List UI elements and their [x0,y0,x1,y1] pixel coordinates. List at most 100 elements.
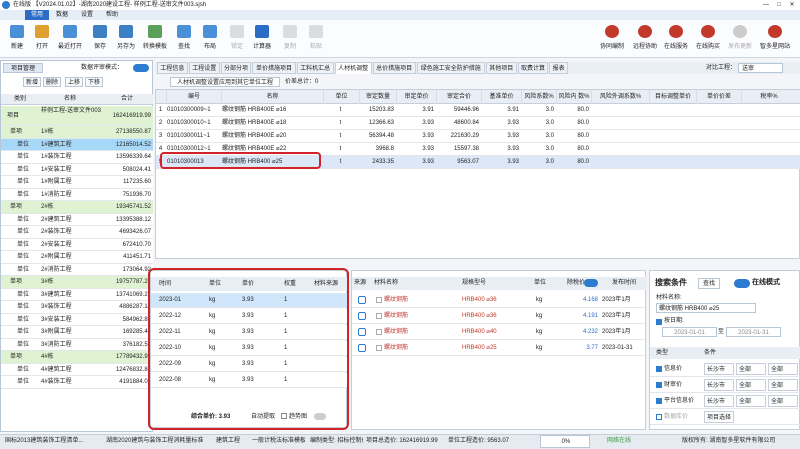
row-checkbox[interactable] [376,345,382,351]
tree-row[interactable] [1,326,153,339]
tree-row[interactable] [1,313,153,326]
table-row[interactable] [352,324,647,340]
tree-row[interactable] [1,226,153,239]
tree-row[interactable] [1,238,153,251]
tab[interactable]: 报表 [549,62,568,74]
condition-select[interactable]: 长沙市 [704,379,734,391]
row-checkbox[interactable] [376,313,382,319]
toolbar-icon[interactable] [93,25,107,38]
tree-row[interactable] [1,363,153,376]
date-checkbox[interactable] [656,319,662,325]
tree-row[interactable] [1,126,153,139]
tree-row[interactable] [1,288,153,301]
table-row[interactable] [156,130,800,143]
tree-row[interactable] [1,213,153,226]
table-row[interactable] [352,340,647,356]
row-checkbox[interactable] [656,414,662,420]
tree-row[interactable] [1,201,153,214]
row-checkbox[interactable] [376,329,382,335]
toolbar-icon[interactable] [768,25,782,38]
tab[interactable]: 绿色施工安全防护措施 [416,62,485,74]
tree-row[interactable] [1,376,153,389]
toolbar-icon[interactable] [701,25,715,38]
menu-tab[interactable]: 设置 [80,12,93,18]
toolbar-button[interactable]: 智多星网站 [759,44,790,50]
toolbar-button[interactable]: 保存 [93,44,106,50]
toolbar-icon[interactable] [309,25,323,38]
find-button[interactable]: 查找 [698,278,720,289]
panel-button[interactable]: 下移 [85,77,103,87]
condition-select[interactable]: 全部 [736,379,766,391]
tree-row[interactable] [1,176,153,189]
condition-select[interactable]: 全部 [768,379,798,391]
condition-select[interactable]: 长沙市 [704,395,734,407]
condition-select[interactable]: 全部 [768,395,798,407]
table-row[interactable] [151,293,347,308]
mode-toggle[interactable] [133,64,149,72]
tab[interactable]: 总价措施项目 [372,62,416,74]
table-row[interactable] [151,373,347,388]
online-toggle[interactable] [734,279,750,288]
row-checkbox[interactable] [656,398,662,404]
tab[interactable]: 单价措施项目 [252,62,296,74]
menu-tab[interactable]: 常用 [25,10,49,20]
tree-row[interactable] [1,338,153,351]
menu-tab[interactable]: 帮助 [105,12,118,18]
date-from[interactable]: 2023-01-01 [662,327,717,337]
tree-row[interactable] [1,263,153,276]
toolbar-button[interactable]: 查找 [177,44,190,50]
toolbar-button[interactable]: 远程协助 [632,44,657,50]
toolbar-icon[interactable] [203,25,217,38]
table-row[interactable] [156,104,800,117]
toolbar-button[interactable]: 锁定 [230,44,243,50]
tab[interactable]: 分部分项 [220,62,252,74]
auto-toggle[interactable] [281,413,287,419]
tree-row[interactable] [1,351,153,364]
condition-select[interactable]: 全部 [736,363,766,375]
toolbar-button[interactable]: 协同编制 [599,44,624,50]
toolbar-icon[interactable] [638,25,652,38]
tree-row[interactable] [1,276,153,289]
date-to[interactable]: 2023-01-31 [726,327,781,337]
toolbar-icon[interactable] [283,25,297,38]
tax-toggle[interactable] [584,279,598,287]
tree-row[interactable] [1,251,153,264]
tree-row[interactable] [1,188,153,201]
tab[interactable]: 取费计算 [517,62,549,74]
toolbar-icon[interactable] [10,25,24,38]
toolbar-button[interactable]: 新建 [10,44,23,50]
toolbar-icon[interactable] [177,25,191,38]
toolbar-button[interactable]: 计算器 [252,44,271,50]
panel-button[interactable]: 上移 [65,77,83,87]
toolbar-icon[interactable] [63,25,77,38]
window-button[interactable]: ✕ [789,2,795,8]
tab[interactable]: 其他项目 [485,62,517,74]
toolbar-button[interactable]: 粘贴 [309,44,322,50]
tree-row[interactable] [1,151,153,164]
window-button[interactable]: — [763,2,769,8]
tab[interactable]: 人材机调整 [334,62,372,74]
tree-row[interactable] [1,138,153,151]
toolbar-button[interactable]: 发布更新 [727,44,752,50]
condition-select[interactable]: 项目选择 [704,411,734,423]
tab[interactable]: 工料机汇总 [296,62,334,74]
toolbar-icon[interactable] [605,25,619,38]
panel-button[interactable]: 新增 [23,77,41,87]
trend-toggle[interactable] [314,413,326,420]
condition-select[interactable]: 全部 [736,395,766,407]
table-row[interactable] [151,309,347,324]
row-checkbox[interactable] [376,297,382,303]
row-checkbox[interactable] [656,382,662,388]
toolbar-icon[interactable] [669,25,683,38]
toolbar-icon[interactable] [255,25,269,38]
toolbar-button[interactable]: 另存为 [116,44,135,50]
toolbar-button[interactable]: 转换模板 [142,44,167,50]
table-row[interactable] [352,308,647,324]
panel-button[interactable]: 删除 [43,77,61,87]
toolbar-button[interactable]: 在线购买 [695,44,720,50]
toolbar-button[interactable]: 打开 [35,44,48,50]
toolbar-icon[interactable] [733,25,747,38]
toolbar-button[interactable]: 在线服务 [663,44,688,50]
tree-row[interactable] [1,163,153,176]
tree-row[interactable] [1,301,153,314]
